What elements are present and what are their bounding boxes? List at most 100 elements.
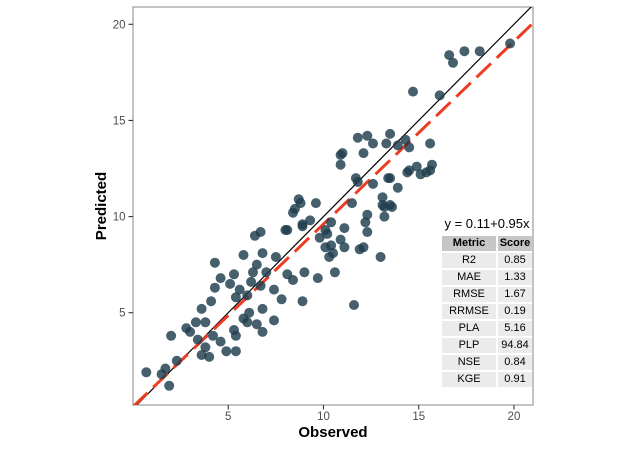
scatter-point (358, 242, 369, 253)
scatter-point (229, 269, 239, 280)
metrics-header-cell: Score (498, 236, 532, 251)
scatter-point (234, 284, 245, 295)
scatter-point (196, 303, 207, 314)
scatter-point (362, 209, 373, 220)
scatter-point (368, 178, 378, 189)
scatter-point (251, 319, 262, 330)
scatter-point (242, 290, 253, 301)
scatter-point (339, 223, 350, 234)
scatter-point (505, 38, 516, 49)
scatter-point (257, 248, 268, 259)
scatter-point (171, 355, 182, 366)
scatter-point (312, 273, 323, 284)
scatter-point (329, 267, 340, 278)
y-axis-tick-label: 5 (119, 308, 125, 320)
scatter-point (328, 248, 338, 259)
scatter-point (377, 192, 388, 203)
scatter-point (392, 182, 403, 193)
metric-score: 5.16 (498, 321, 532, 336)
scatter-point (379, 211, 390, 222)
scatter-point (352, 177, 363, 187)
metric-score: 94.84 (498, 338, 532, 353)
metric-score: 1.67 (498, 287, 532, 302)
metric-score: 0.19 (498, 304, 532, 319)
scatter-point (276, 294, 287, 305)
metrics-table: Metric Score R2 0.85 MAE 1.33 RMSE 1.67 RRMSE 0.1… (440, 234, 534, 389)
metric-name: PLA (442, 321, 496, 336)
scatter-point (200, 342, 211, 353)
scatter-point (375, 252, 386, 262)
scatter-point (257, 303, 268, 314)
scatter-point (314, 232, 325, 243)
metrics-row: RMSE 1.67 (442, 287, 532, 302)
scatter-point (358, 148, 369, 159)
scatter-point (392, 140, 403, 151)
scatter-point (434, 90, 445, 101)
scatter-point (166, 330, 177, 341)
scatter-point (400, 134, 411, 145)
scatter-point (255, 227, 266, 237)
x-axis-tick-label: 5 (225, 411, 231, 423)
scatter-point (209, 257, 220, 268)
scatter-point (444, 50, 455, 61)
x-axis-tick-label: 15 (412, 411, 425, 423)
scatter-point (269, 284, 279, 295)
scatter-point (288, 275, 298, 285)
scatter-point (192, 334, 203, 345)
scatter-point (360, 217, 371, 228)
scatter-point (310, 198, 321, 209)
metrics-row: R2 0.85 (442, 253, 532, 268)
scatter-point (347, 198, 357, 209)
x-axis-title: Observed (298, 424, 367, 441)
y-axis-tick-label: 10 (113, 212, 126, 224)
scatter-point (255, 280, 266, 291)
scatter-point (206, 296, 217, 307)
scatter-point (337, 148, 348, 159)
metrics-header-cell: Metric (442, 236, 496, 251)
scatter-point (335, 234, 346, 245)
metrics-table-body: Metric Score R2 0.85 MAE 1.33 RMSE 1.67 RRMSE 0.1… (442, 236, 532, 387)
x-axis-tick-label: 20 (508, 411, 521, 423)
metrics-row: KGE 0.91 (442, 372, 532, 387)
scatter-point (248, 267, 258, 278)
scatter-point (362, 227, 373, 237)
scatter-point (190, 317, 201, 328)
scatter-point (257, 326, 268, 337)
scatter-point (339, 242, 350, 253)
scatter-point (326, 240, 337, 251)
metric-name: NSE (442, 355, 496, 370)
metrics-row: MAE 1.33 (442, 270, 532, 285)
metric-name: RMSE (442, 287, 496, 302)
scatter-point (404, 142, 415, 153)
metric-name: R2 (442, 253, 496, 268)
scatter-point (448, 57, 458, 68)
scatter-point (141, 367, 152, 378)
metric-name: MAE (442, 270, 496, 285)
scatter-point (297, 219, 308, 230)
scatter-point (322, 228, 333, 239)
scatter-point (385, 128, 396, 139)
scatter-point (204, 351, 215, 362)
scatter-point (299, 267, 310, 278)
metric-name: RRMSE (442, 304, 496, 319)
scatter-point (368, 138, 378, 149)
scatter-point (297, 296, 308, 307)
metric-name: PLP (442, 338, 496, 353)
metric-score: 0.84 (498, 355, 532, 370)
scatter-point (261, 267, 272, 278)
scatter-point (246, 276, 257, 287)
scatter-point (230, 346, 241, 357)
scatter-point (208, 330, 218, 341)
scatter-point (474, 46, 485, 57)
scatter-point (427, 159, 437, 170)
y-axis-tick-label: 15 (113, 115, 126, 127)
metric-name: KGE (442, 372, 496, 387)
metric-score: 0.85 (498, 253, 532, 268)
scatter-point (335, 159, 346, 170)
metric-score: 1.33 (498, 270, 532, 285)
scatter-point (244, 307, 255, 318)
x-axis-tick-label: 10 (317, 411, 330, 423)
metrics-row: RRMSE 0.19 (442, 304, 532, 319)
scatter-point (305, 215, 316, 226)
